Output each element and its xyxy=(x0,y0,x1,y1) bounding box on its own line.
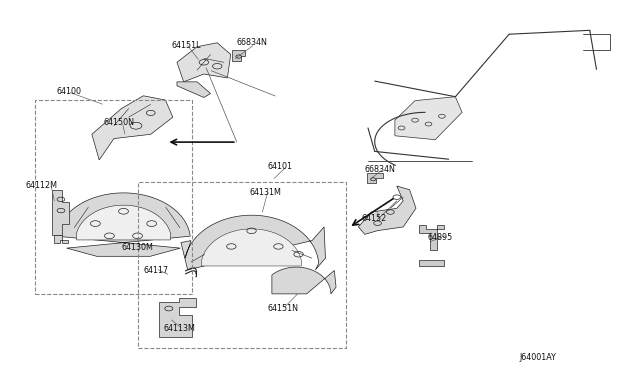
Polygon shape xyxy=(202,229,301,266)
Polygon shape xyxy=(358,186,416,234)
Polygon shape xyxy=(232,50,245,61)
Polygon shape xyxy=(92,96,173,160)
Polygon shape xyxy=(419,225,444,250)
Text: 64895: 64895 xyxy=(428,233,452,242)
Polygon shape xyxy=(54,235,68,243)
Text: 66834N: 66834N xyxy=(237,38,268,47)
Text: 66834N: 66834N xyxy=(365,165,396,174)
Text: 64100: 64100 xyxy=(56,87,81,96)
Polygon shape xyxy=(57,193,190,256)
Text: 64101: 64101 xyxy=(268,162,292,171)
Text: 64151N: 64151N xyxy=(268,304,298,313)
Text: 64117: 64117 xyxy=(144,266,169,275)
Polygon shape xyxy=(159,298,196,337)
Bar xyxy=(138,182,346,348)
Text: 64152: 64152 xyxy=(362,214,387,223)
Text: 64150N: 64150N xyxy=(104,118,134,127)
Bar xyxy=(35,100,192,294)
Text: 64112M: 64112M xyxy=(26,182,58,190)
Polygon shape xyxy=(77,205,170,240)
Text: 64131M: 64131M xyxy=(250,188,282,197)
Text: J64001AY: J64001AY xyxy=(520,353,557,362)
Polygon shape xyxy=(181,215,326,270)
Polygon shape xyxy=(52,190,69,235)
Polygon shape xyxy=(419,260,444,266)
Text: 64113M: 64113M xyxy=(163,324,195,333)
Polygon shape xyxy=(395,97,462,140)
Text: 64130M: 64130M xyxy=(122,243,154,252)
Polygon shape xyxy=(367,173,383,183)
Text: 64151L: 64151L xyxy=(172,41,201,50)
Polygon shape xyxy=(177,43,231,82)
Polygon shape xyxy=(272,267,336,294)
Polygon shape xyxy=(177,82,211,97)
